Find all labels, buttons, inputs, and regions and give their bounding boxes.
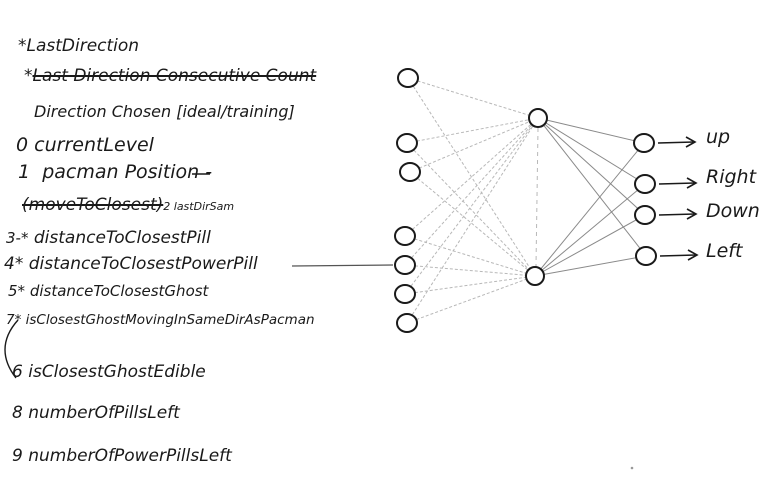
input-hidden-edge [404, 264, 536, 277]
input-hidden-edge [406, 117, 539, 324]
input-label-move-to-closest: (moveToClosest)2 lastDirSam [22, 197, 234, 214]
output-arrow-head [687, 249, 699, 261]
input-text: isClosestGhostMovingInSameDirAsPacman [25, 312, 315, 328]
input-hidden-edge [407, 77, 539, 119]
output-node [635, 246, 657, 266]
input-text: (moveToClosest) [22, 195, 164, 215]
input-label-direction-chosen: Direction Chosen [ideal/training] [34, 104, 295, 120]
input-label-distance-closest-ghost: 5* distanceToClosestGhost [8, 284, 208, 299]
output-node [634, 174, 656, 194]
output-arrow-shaft [657, 141, 695, 144]
hidden-output-edge [537, 117, 646, 185]
annotation-marks [4, 173, 634, 470]
input-prefix: * [24, 66, 33, 86]
output-arrow-shaft [658, 182, 696, 185]
output-arrows [657, 136, 699, 261]
output-arrow-shaft [658, 213, 696, 216]
output-arrow-head [686, 177, 698, 189]
reorder-arc [4, 319, 19, 379]
input-hidden-edge [404, 117, 539, 266]
input-hidden-edge [404, 275, 536, 295]
input-hidden-edge [407, 77, 536, 277]
input-hidden-edge [404, 235, 536, 277]
output-arrow-shaft [659, 254, 697, 257]
input-label-distance-closest-power-pill: 4* distanceToClosestPowerPill [4, 256, 258, 273]
input-prefix: 7* [6, 312, 22, 328]
input-hidden-edge [406, 117, 539, 144]
hidden-hidden-edge [535, 127, 539, 267]
hidden-output-edge [537, 117, 647, 257]
input-text: Last Direction Consecutive Count [32, 66, 317, 86]
input-hidden-edge [409, 117, 539, 173]
output-label-left: Left [706, 240, 743, 262]
network-connections [291, 77, 647, 324]
hidden-output-edge [534, 183, 646, 277]
input-note: 2 lastDirSam [163, 200, 235, 213]
hidden-output-edge [534, 255, 647, 277]
hidden-node [528, 108, 548, 128]
output-node [633, 133, 655, 153]
network-nodes [394, 68, 657, 333]
input-label-ghost-same-dir: 7* isClosestGhostMovingInSameDirAsPacman [6, 312, 315, 328]
hidden-output-edge [537, 117, 645, 144]
input-text: distanceToClosestPowerPill [28, 254, 258, 274]
input-text: isClosestGhostEdible [28, 362, 206, 382]
input-label-pacman-position: 1 pacman Position - [18, 163, 212, 182]
output-label-down: Down [706, 200, 760, 222]
input-label-ghost-edible: 6 isClosestGhostEdible [12, 364, 206, 381]
output-arrow-head [685, 136, 697, 148]
input-prefix: 1 [18, 161, 31, 183]
input-node [394, 284, 416, 304]
input-text: Direction Chosen [ideal/training] [34, 102, 295, 121]
input-label-current-level: 0 currentLevel [16, 136, 154, 155]
input-node [397, 68, 419, 88]
input-label-last-direction: *LastDirection [18, 38, 139, 55]
input-prefix: 9 [12, 446, 23, 466]
input-hidden-edge [406, 275, 536, 324]
output-label-up: up [706, 126, 731, 148]
input-node [399, 162, 421, 182]
input-prefix: 6 [12, 362, 23, 382]
input-text: numberOfPowerPillsLeft [28, 446, 232, 466]
output-label-right: Right [706, 166, 757, 188]
input-node [394, 226, 416, 246]
input-prefix: 8 [12, 403, 23, 423]
input-node [396, 133, 418, 153]
input-text: LastDirection [26, 36, 140, 56]
input-node [394, 255, 416, 275]
input-hidden-edge [409, 171, 536, 277]
input-label-pills-left: 8 numberOfPillsLeft [12, 405, 180, 422]
hidden-output-edge [534, 142, 645, 277]
input-text: distanceToClosestPill [33, 228, 211, 248]
input-prefix: 0 [16, 134, 29, 156]
input-prefix: * [18, 36, 27, 56]
input-label-last-direction-count: *Last Direction Consecutive Count [24, 68, 316, 85]
hidden-node [525, 266, 545, 286]
hidden-output-edge [537, 117, 646, 216]
hidden-output-edge [534, 214, 646, 277]
input-node [396, 313, 418, 333]
output-node [634, 205, 656, 225]
input-prefix: 5* [8, 282, 26, 300]
input-label-power-pills-left: 9 numberOfPowerPillsLeft [12, 448, 232, 465]
output-arrow-head [686, 208, 698, 220]
input-prefix: 3-* [6, 229, 29, 247]
input-hidden-edge [406, 142, 536, 277]
input-hidden-edge [404, 117, 539, 295]
input-label-distance-closest-pill: 3-* distanceToClosestPill [6, 230, 211, 247]
input-text: currentLevel [34, 134, 154, 156]
stray-dot [630, 466, 634, 470]
input-prefix: 4* [4, 254, 24, 274]
label-connector-line [291, 264, 394, 267]
input-text: distanceToClosestGhost [29, 282, 209, 300]
input-text: pacman Position - [42, 161, 213, 183]
input-text: numberOfPillsLeft [28, 403, 180, 423]
